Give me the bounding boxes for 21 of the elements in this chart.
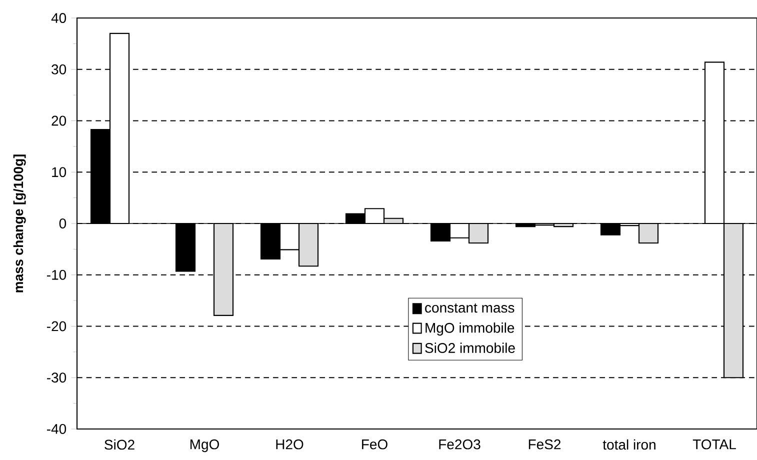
- y-tick-label: 30: [52, 64, 66, 74]
- x-tick-label: H2O: [276, 439, 304, 450]
- legend-label: constant mass: [425, 304, 514, 313]
- legend-label: SiO2 immobile: [425, 342, 515, 353]
- x-tick-label: SiO2: [104, 439, 134, 450]
- x-tick-label: total iron: [602, 439, 656, 450]
- y-tick-label: 10: [52, 167, 66, 178]
- x-tick-label: FeO: [362, 439, 388, 450]
- x-tick-label: FeS2: [528, 439, 561, 450]
- x-tick-label: TOTAL: [692, 439, 736, 450]
- y-tick-label: -10: [47, 270, 66, 280]
- x-tick-label: MgO: [190, 439, 219, 452]
- y-axis-title: mass change [g/100g]: [13, 154, 26, 292]
- y-tick-label: 40: [51, 13, 66, 23]
- y-tick-label: -40: [47, 424, 66, 434]
- y-tick-label: -30: [47, 372, 66, 383]
- y-tick-label: 0: [59, 218, 66, 228]
- y-tick-label: -20: [47, 321, 66, 332]
- y-tick-label: 20: [52, 116, 66, 126]
- legend-label: MgO immobile: [426, 322, 514, 336]
- x-tick-label: Fe2O3: [439, 439, 480, 450]
